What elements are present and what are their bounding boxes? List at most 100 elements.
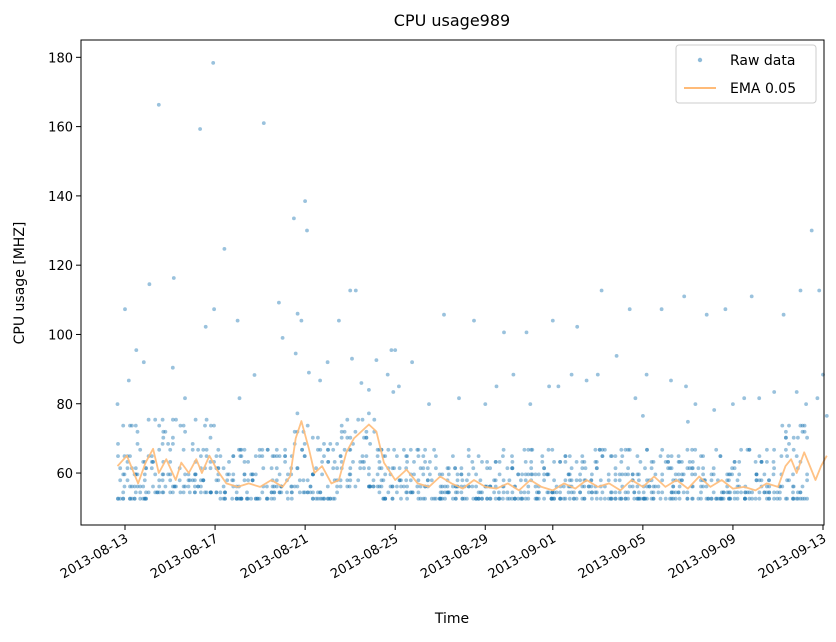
raw-data-point [613,466,618,471]
raw-data-point [408,478,413,483]
raw-data-point [318,447,323,452]
raw-data-point [549,496,554,501]
raw-data-outlier [393,348,398,352]
raw-data-point [186,478,191,483]
raw-data-point [437,496,442,501]
raw-data-point [335,466,339,471]
raw-data-point [130,423,134,428]
raw-data-point [223,496,227,501]
raw-data-outlier [584,378,589,383]
raw-data-point [772,466,776,471]
raw-data-point [626,447,630,452]
raw-data-point [345,417,350,422]
raw-data-point [434,454,438,458]
raw-data-point [802,429,807,434]
raw-data-point [362,466,366,471]
raw-data-point [237,496,241,501]
raw-data-point [462,496,467,501]
raw-data-point [399,484,403,489]
raw-data-point [302,454,307,458]
raw-data-point [132,496,137,501]
raw-data-point [416,447,421,452]
raw-data-point [257,447,262,452]
raw-data-point [265,496,270,501]
raw-data-point [690,496,694,501]
raw-data-point [455,472,460,477]
raw-data-point [316,435,320,440]
raw-data-point [501,454,505,458]
raw-data-point [157,447,162,452]
raw-data-point [617,478,622,483]
raw-data-point [690,466,695,471]
raw-data-point [572,496,576,501]
raw-data-point [552,460,556,464]
raw-data-point [510,466,514,471]
raw-data-point [305,490,310,495]
raw-data-point [775,490,780,495]
raw-data-point [619,447,624,452]
raw-data-point [274,478,279,483]
raw-data-point [238,454,243,458]
raw-data-point [314,496,318,501]
raw-data-point [270,454,275,458]
raw-data-point [523,496,528,501]
raw-data-point [453,466,457,471]
raw-data-point [791,490,795,495]
raw-data-point [545,472,550,477]
raw-data-point [153,472,158,477]
raw-data-point [356,478,361,483]
raw-data-point [446,490,451,495]
raw-data-point [796,435,800,440]
raw-data-point [177,478,182,483]
raw-data-point [223,496,227,501]
raw-data-point [133,466,138,471]
raw-data-outlier [757,396,762,401]
raw-data-point [485,496,489,501]
raw-data-point [673,472,678,477]
raw-data-point [318,490,323,495]
raw-data-point [338,484,343,489]
raw-data-point [739,447,743,452]
raw-data-point [459,466,464,471]
raw-data-point [135,472,140,477]
raw-data-point [513,496,517,501]
raw-data-point [593,490,598,495]
raw-data-point [305,423,310,428]
y-tick-label: 100 [48,328,73,343]
raw-data-point [693,447,698,452]
raw-data-point [438,496,443,501]
raw-data-outlier [337,318,341,323]
raw-data-point [178,423,183,428]
raw-data-point [693,472,698,477]
raw-data-point [121,496,126,501]
raw-data-point [466,447,471,452]
raw-data-point [727,496,731,501]
raw-data-point [558,490,562,495]
raw-data-outlier [211,61,216,65]
raw-data-point [580,466,585,471]
raw-data-point [260,447,265,452]
raw-data-point [445,466,450,471]
raw-data-outlier [641,414,645,418]
raw-data-point [242,447,247,452]
raw-data-point [765,460,769,464]
raw-data-point [381,496,386,501]
raw-data-point [613,496,618,501]
raw-data-point [480,490,484,495]
raw-data-point [399,478,403,483]
raw-data-outlier [280,336,285,340]
raw-data-point [364,435,369,440]
raw-data-point [645,447,649,452]
raw-data-point [594,490,599,495]
raw-data-point [590,490,594,495]
raw-data-outlier [252,373,257,377]
raw-data-point [157,490,162,495]
raw-data-point [767,490,772,495]
raw-data-point [216,447,221,452]
raw-data-point [730,472,734,477]
raw-data-point [771,460,776,464]
raw-data-point [405,496,409,501]
raw-data-point [425,478,430,483]
raw-data-point [171,490,175,495]
